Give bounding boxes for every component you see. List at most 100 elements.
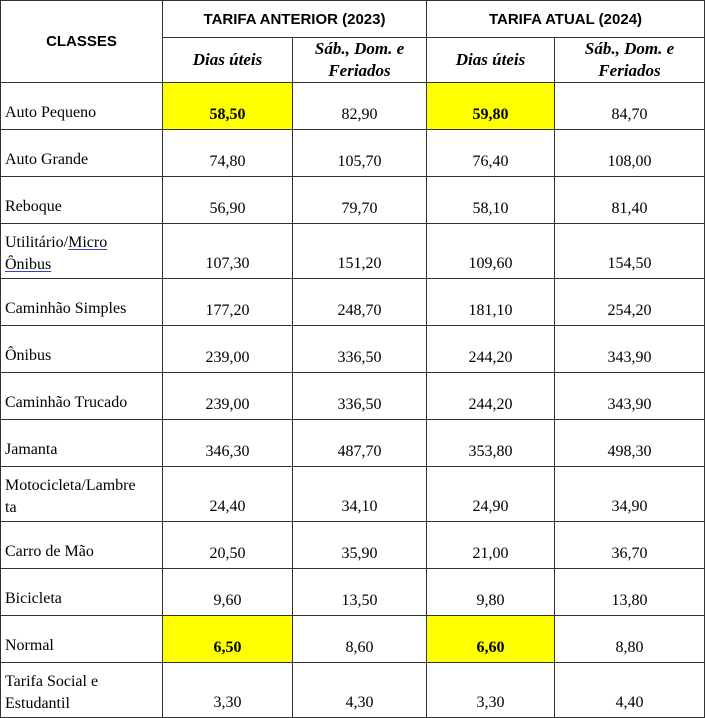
tariff-value-v2023-weekday: 9,60 [162, 568, 293, 616]
table-row: Auto Pequeno 58,50 82,90 59,80 84,70 [0, 82, 705, 130]
tariff-value-v2023-weekday: 107,30 [162, 223, 293, 279]
class-cell: Auto Grande [0, 129, 163, 177]
subheader-2024-weekend: Sáb., Dom. e Feriados [553, 37, 705, 83]
class-name: Caminhão Simples [5, 300, 127, 317]
table-row: Tarifa Social e Estudantil 3,30 4,30 3,30 4,4… [0, 662, 705, 718]
tariff-value-v2023-weekday: 24,40 [162, 466, 293, 522]
tariff-value-v2024-weekday: 76,40 [426, 129, 555, 177]
class-cell: Tarifa Social e Estudantil [0, 662, 163, 718]
tariff-value-v2024-weekday: 24,90 [426, 466, 555, 522]
subheader-weekday-label: Dias úteis [192, 50, 263, 69]
tariff-value-v2023-weekday: 56,90 [162, 176, 293, 224]
tariff-value-v2023-weekend: 34,10 [292, 466, 427, 522]
tariff-value-v2024-weekday: 9,80 [426, 568, 555, 616]
table-row: Caminhão Trucado 239,00 336,50 244,20 343,90 [0, 372, 705, 420]
table-row: Utilitário/Micro Ônibus 107,30 151,20 109,60… [0, 223, 705, 279]
tariff-value-v2024-weekend: 4,40 [553, 662, 705, 718]
tariff-value-v2023-weekend: 35,90 [292, 521, 427, 569]
tariff-value-v2024-weekend: 343,90 [553, 372, 705, 420]
tariff-value-v2023-weekday: 74,80 [162, 129, 293, 177]
tariff-value-v2023-weekday: 177,20 [162, 278, 293, 326]
table-row: Bicicleta 9,60 13,50 9,80 13,80 [0, 568, 705, 616]
class-name: Jamanta [5, 441, 58, 458]
class-cell: Jamanta [0, 419, 163, 467]
class-name: Ônibus [5, 347, 52, 364]
tariff-value-v2024-weekday: 244,20 [426, 372, 555, 420]
tariff-value-v2023-weekday: 58,50 [162, 82, 293, 130]
subheader-weekend-line1: Sáb., Dom. e [584, 39, 675, 58]
tariff-value-v2024-weekend: 81,40 [553, 176, 705, 224]
class-cell: Normal [0, 615, 163, 663]
tariff-value-v2024-weekday: 3,30 [426, 662, 555, 718]
tariff-value-v2023-weekend: 79,70 [292, 176, 427, 224]
class-name-continued: Ônibus [5, 256, 52, 273]
class-cell: Bicicleta [0, 568, 163, 616]
tariff-value-v2024-weekday: 21,00 [426, 521, 555, 569]
class-name-continued: ta [5, 499, 17, 516]
subheader-weekday-label: Dias úteis [455, 50, 526, 69]
tariff-value-v2023-weekday: 3,30 [162, 662, 293, 718]
tariff-value-v2024-weekend: 343,90 [553, 325, 705, 373]
tariff-value-v2024-weekend: 108,00 [553, 129, 705, 177]
tariff-value-v2024-weekday: 353,80 [426, 419, 555, 467]
class-name: Utilitário/ [5, 234, 69, 251]
tariff-value-v2023-weekday: 6,50 [162, 615, 293, 663]
tariff-value-v2023-weekday: 239,00 [162, 372, 293, 420]
tariff-value-v2023-weekend: 151,20 [292, 223, 427, 279]
tariff-value-v2023-weekend: 336,50 [292, 372, 427, 420]
table-row: Motocicleta/Lambre ta 24,40 34,10 24,90 34,90 [0, 466, 705, 522]
tariff-value-v2024-weekend: 154,50 [553, 223, 705, 279]
subheader-2023-weekday: Dias úteis [162, 37, 293, 83]
class-cell: Ônibus [0, 325, 163, 373]
class-name: Auto Grande [5, 151, 89, 168]
class-cell: Caminhão Trucado [0, 372, 163, 420]
tariff-value-v2024-weekday: 181,10 [426, 278, 555, 326]
subheader-weekend-line2: Feriados [598, 61, 661, 80]
group-header-2023: TARIFA ANTERIOR (2023) [162, 0, 427, 38]
tariff-value-v2023-weekend: 8,60 [292, 615, 427, 663]
group-header-2024: TARIFA ATUAL (2024) [425, 0, 705, 38]
tariff-value-v2023-weekend: 248,70 [292, 278, 427, 326]
tariff-value-v2024-weekday: 6,60 [426, 615, 555, 663]
class-name-part: Micro [68, 234, 108, 251]
tariff-value-v2023-weekday: 346,30 [162, 419, 293, 467]
tariff-value-v2024-weekend: 34,90 [553, 466, 705, 522]
tariff-value-v2023-weekday: 20,50 [162, 521, 293, 569]
class-cell: Auto Pequeno [0, 82, 163, 130]
class-cell: Motocicleta/Lambre ta [0, 466, 163, 522]
tariff-value-v2024-weekday: 244,20 [426, 325, 555, 373]
table-row: Ônibus 239,00 336,50 244,20 343,90 [0, 325, 705, 373]
class-name: Normal [5, 637, 54, 654]
table-row: Auto Grande 74,80 105,70 76,40 108,00 [0, 129, 705, 177]
tariff-value-v2024-weekend: 254,20 [553, 278, 705, 326]
tariff-value-v2023-weekend: 13,50 [292, 568, 427, 616]
tariff-value-v2024-weekend: 36,70 [553, 521, 705, 569]
subheader-2023-weekend: Sáb., Dom. e Feriados [292, 37, 427, 83]
class-name: Carro de Mão [5, 543, 94, 560]
class-name: Auto Pequeno [5, 104, 97, 121]
tariff-value-v2024-weekday: 58,10 [426, 176, 555, 224]
class-name-continued: Estudantil [5, 695, 70, 712]
class-name: Reboque [5, 198, 62, 215]
subheader-weekend-line1: Sáb., Dom. e [314, 39, 405, 58]
tariff-value-v2023-weekend: 82,90 [292, 82, 427, 130]
subheader-weekend-line2: Feriados [328, 61, 391, 80]
tariff-value-v2023-weekend: 4,30 [292, 662, 427, 718]
table-row: Normal 6,50 8,60 6,60 8,80 [0, 615, 705, 663]
class-name: Tarifa Social e [5, 673, 99, 690]
class-cell: Carro de Mão [0, 521, 163, 569]
class-cell: Utilitário/Micro Ônibus [0, 223, 163, 279]
tariff-value-v2024-weekday: 59,80 [426, 82, 555, 130]
tariff-value-v2024-weekend: 84,70 [553, 82, 705, 130]
tariff-rows: Auto Pequeno 58,50 82,90 59,80 84,70 Auto Gra… [0, 82, 705, 718]
tariff-value-v2024-weekend: 13,80 [553, 568, 705, 616]
tariff-value-v2024-weekend: 498,30 [553, 419, 705, 467]
table-row: Carro de Mão 20,50 35,90 21,00 36,70 [0, 521, 705, 569]
tariff-value-v2024-weekday: 109,60 [426, 223, 555, 279]
class-cell: Caminhão Simples [0, 278, 163, 326]
tariff-value-v2023-weekday: 239,00 [162, 325, 293, 373]
classes-header: CLASSES [0, 0, 163, 83]
table-row: Caminhão Simples 177,20 248,70 181,10 254,20 [0, 278, 705, 326]
tariff-value-v2023-weekend: 105,70 [292, 129, 427, 177]
